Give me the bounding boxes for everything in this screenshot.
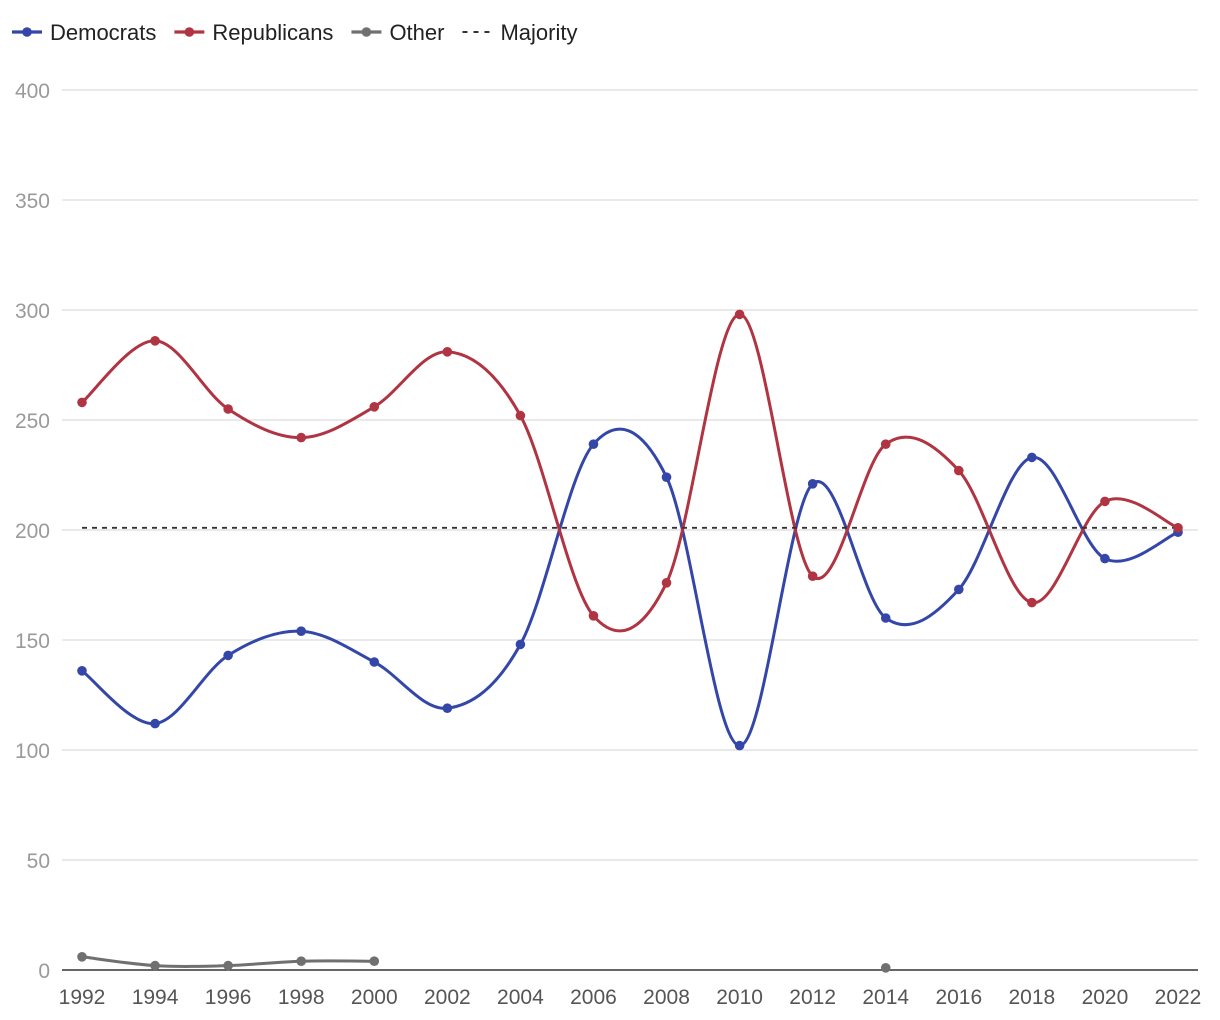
republicans-point bbox=[1100, 496, 1110, 507]
y-tick-label: 0 bbox=[38, 960, 50, 983]
legend-item-republicans: Republicans bbox=[174, 20, 333, 45]
republicans-point bbox=[734, 309, 745, 320]
other-point bbox=[369, 956, 380, 966]
democrats-point bbox=[661, 472, 672, 483]
democrats-line bbox=[81, 427, 1179, 748]
democrats-point bbox=[223, 650, 233, 661]
legend-item-democrats: Democrats bbox=[12, 20, 156, 45]
other-point bbox=[77, 952, 87, 962]
legend-label: Majority bbox=[500, 20, 577, 45]
democrats-point bbox=[296, 626, 307, 636]
gridlines bbox=[62, 89, 1198, 971]
republicans-point bbox=[442, 347, 453, 357]
y-tick-label: 400 bbox=[15, 80, 50, 103]
x-tick-label: 1998 bbox=[278, 986, 325, 1009]
y-tick-label: 250 bbox=[15, 410, 50, 433]
x-tick-label: 2018 bbox=[1009, 986, 1056, 1009]
x-tick-label: 1996 bbox=[205, 986, 252, 1009]
republicans-point bbox=[880, 439, 891, 450]
legend-marker bbox=[22, 27, 32, 37]
democrats-point bbox=[369, 657, 380, 667]
x-tick-label: 2016 bbox=[935, 986, 982, 1009]
y-tick-label: 350 bbox=[15, 190, 50, 213]
republicans-point bbox=[954, 465, 964, 476]
republicans-point bbox=[515, 410, 526, 421]
republicans-point bbox=[588, 611, 599, 621]
democrats-point bbox=[442, 703, 453, 713]
x-tick-label: 2002 bbox=[424, 986, 471, 1009]
legend-item-other: Other bbox=[351, 20, 444, 45]
legend-marker bbox=[361, 27, 372, 37]
legend-label: Democrats bbox=[50, 20, 156, 45]
x-tick-label: 2014 bbox=[862, 986, 909, 1009]
legend-label: Other bbox=[389, 20, 444, 45]
other-point bbox=[150, 960, 160, 971]
x-tick-label: 2008 bbox=[643, 986, 690, 1009]
democrats-point bbox=[1100, 553, 1110, 564]
x-tick-label: 2006 bbox=[570, 986, 617, 1009]
x-tick-label: 2004 bbox=[497, 986, 544, 1009]
republicans-point bbox=[150, 336, 160, 346]
y-tick-label: 200 bbox=[15, 520, 50, 543]
democrats-point bbox=[515, 639, 526, 650]
x-tick-label: 1992 bbox=[59, 986, 106, 1009]
republicans-point bbox=[1173, 523, 1183, 533]
republicans-line bbox=[80, 312, 1179, 633]
republicans-point bbox=[369, 402, 380, 412]
republicans-point bbox=[223, 404, 233, 414]
x-tick-label: 2022 bbox=[1155, 986, 1202, 1009]
y-tick-label: 50 bbox=[27, 850, 50, 873]
data-points bbox=[77, 309, 1183, 973]
other-point bbox=[296, 956, 307, 966]
democrats-point bbox=[954, 584, 964, 595]
x-axis-ticks: 1992 1994 1996 1998 2000 2002 2004 2006 2008 2010… bbox=[59, 986, 1202, 1009]
democrats-point bbox=[734, 740, 745, 751]
other-point bbox=[880, 963, 891, 973]
democrats-point bbox=[77, 666, 87, 676]
y-axis-ticks: 0 50 100 150 200 250 300 350 400 bbox=[15, 80, 50, 983]
legend-item-majority: Majority bbox=[462, 20, 577, 45]
republicans-point bbox=[296, 432, 307, 443]
x-tick-label: 2020 bbox=[1082, 986, 1129, 1009]
republicans-point bbox=[661, 578, 672, 588]
x-tick-label: 2010 bbox=[716, 986, 763, 1009]
democrats-point bbox=[807, 479, 818, 489]
y-tick-label: 100 bbox=[15, 740, 50, 763]
republicans-point bbox=[1027, 597, 1037, 608]
legend-marker bbox=[184, 27, 195, 37]
legend-label: Republicans bbox=[212, 20, 333, 45]
y-tick-label: 150 bbox=[15, 630, 50, 653]
democrats-point bbox=[880, 613, 891, 623]
x-tick-label: 1994 bbox=[132, 986, 179, 1009]
y-tick-label: 300 bbox=[15, 300, 50, 323]
democrats-point bbox=[150, 718, 160, 729]
x-tick-label: 2012 bbox=[789, 986, 836, 1009]
republicans-point bbox=[807, 571, 818, 581]
democrats-point bbox=[1027, 452, 1037, 463]
legend: Democrats Republicans Other Majority bbox=[12, 20, 577, 45]
democrats-point bbox=[588, 439, 599, 450]
republicans-point bbox=[77, 397, 87, 408]
x-tick-label: 2000 bbox=[351, 986, 398, 1009]
other-point bbox=[223, 960, 233, 971]
